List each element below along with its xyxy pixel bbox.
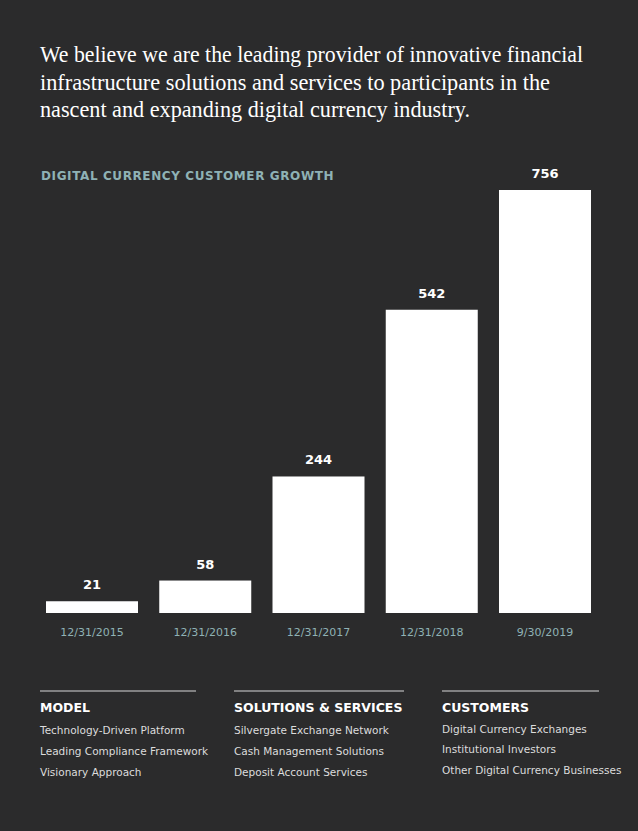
column-item: Visionary Approach [40, 766, 142, 778]
headline-line: We believe we are the leading provider o… [40, 41, 583, 67]
info-column: MODEL Technology-Driven Platform Leading C… [39, 691, 209, 778]
info-column: SOLUTIONS & SERVICES Silvergate Exchange … [234, 691, 404, 778]
column-item: Technology-Driven Platform [39, 724, 185, 736]
column-rule [234, 690, 404, 691]
column-item: Cash Management Solutions [234, 745, 384, 757]
page: We believe we are the leading provider o… [0, 0, 638, 831]
headline-line: infrastructure solutions and services to… [40, 69, 550, 95]
x-tick-label: 12/31/2017 [287, 626, 350, 639]
x-tick-label: 12/31/2016 [174, 626, 237, 639]
bar [46, 601, 138, 613]
bars [46, 190, 591, 613]
x-tick-label: 12/31/2018 [400, 626, 463, 639]
x-tick-label: 12/31/2015 [60, 626, 123, 639]
bar [499, 190, 591, 613]
column-rule [40, 690, 196, 691]
column-item: Institutional Investors [442, 743, 556, 755]
column-heading: MODEL [40, 700, 90, 715]
data-label: 244 [305, 452, 332, 467]
x-axis-line [47, 613, 592, 614]
bar [386, 310, 478, 613]
background [0, 0, 638, 831]
bar [159, 581, 251, 613]
column-item: Other Digital Currency Businesses [442, 764, 621, 776]
data-label: 756 [531, 166, 558, 181]
data-label: 542 [418, 286, 445, 301]
bar [272, 476, 364, 613]
x-tick: 12/31/2016 [174, 626, 237, 639]
data-labels: 21 58 244 542 756 [83, 166, 559, 592]
column-item: Digital Currency Exchanges [442, 723, 587, 735]
x-tick: 12/31/2018 [400, 626, 463, 639]
x-tick-label: 9/30/2019 [517, 626, 573, 639]
column-heading: CUSTOMERS [442, 700, 529, 715]
x-tick: 12/31/2017 [287, 626, 350, 639]
data-label: 58 [196, 557, 214, 572]
column-rule [442, 690, 599, 691]
info-column: CUSTOMERS Digital Currency Exchanges Insti… [442, 691, 621, 776]
column-item: Deposit Account Services [234, 766, 368, 778]
column-item: Leading Compliance Framework [40, 745, 209, 757]
headline: We believe we are the leading provider o… [40, 41, 583, 122]
x-axis: 12/31/2015 12/31/2016 12/31/2017 12/31/2018… [47, 614, 592, 639]
x-tick: 12/31/2015 [60, 626, 123, 639]
chart-title: DIGITAL CURRENCY CUSTOMER GROWTH [41, 169, 334, 183]
x-tick: 9/30/2019 [517, 626, 573, 639]
data-label: 21 [83, 577, 101, 592]
column-item: Silvergate Exchange Network [234, 724, 390, 736]
column-heading: SOLUTIONS & SERVICES [234, 700, 402, 715]
headline-line: nascent and expanding digital currency i… [40, 96, 470, 122]
